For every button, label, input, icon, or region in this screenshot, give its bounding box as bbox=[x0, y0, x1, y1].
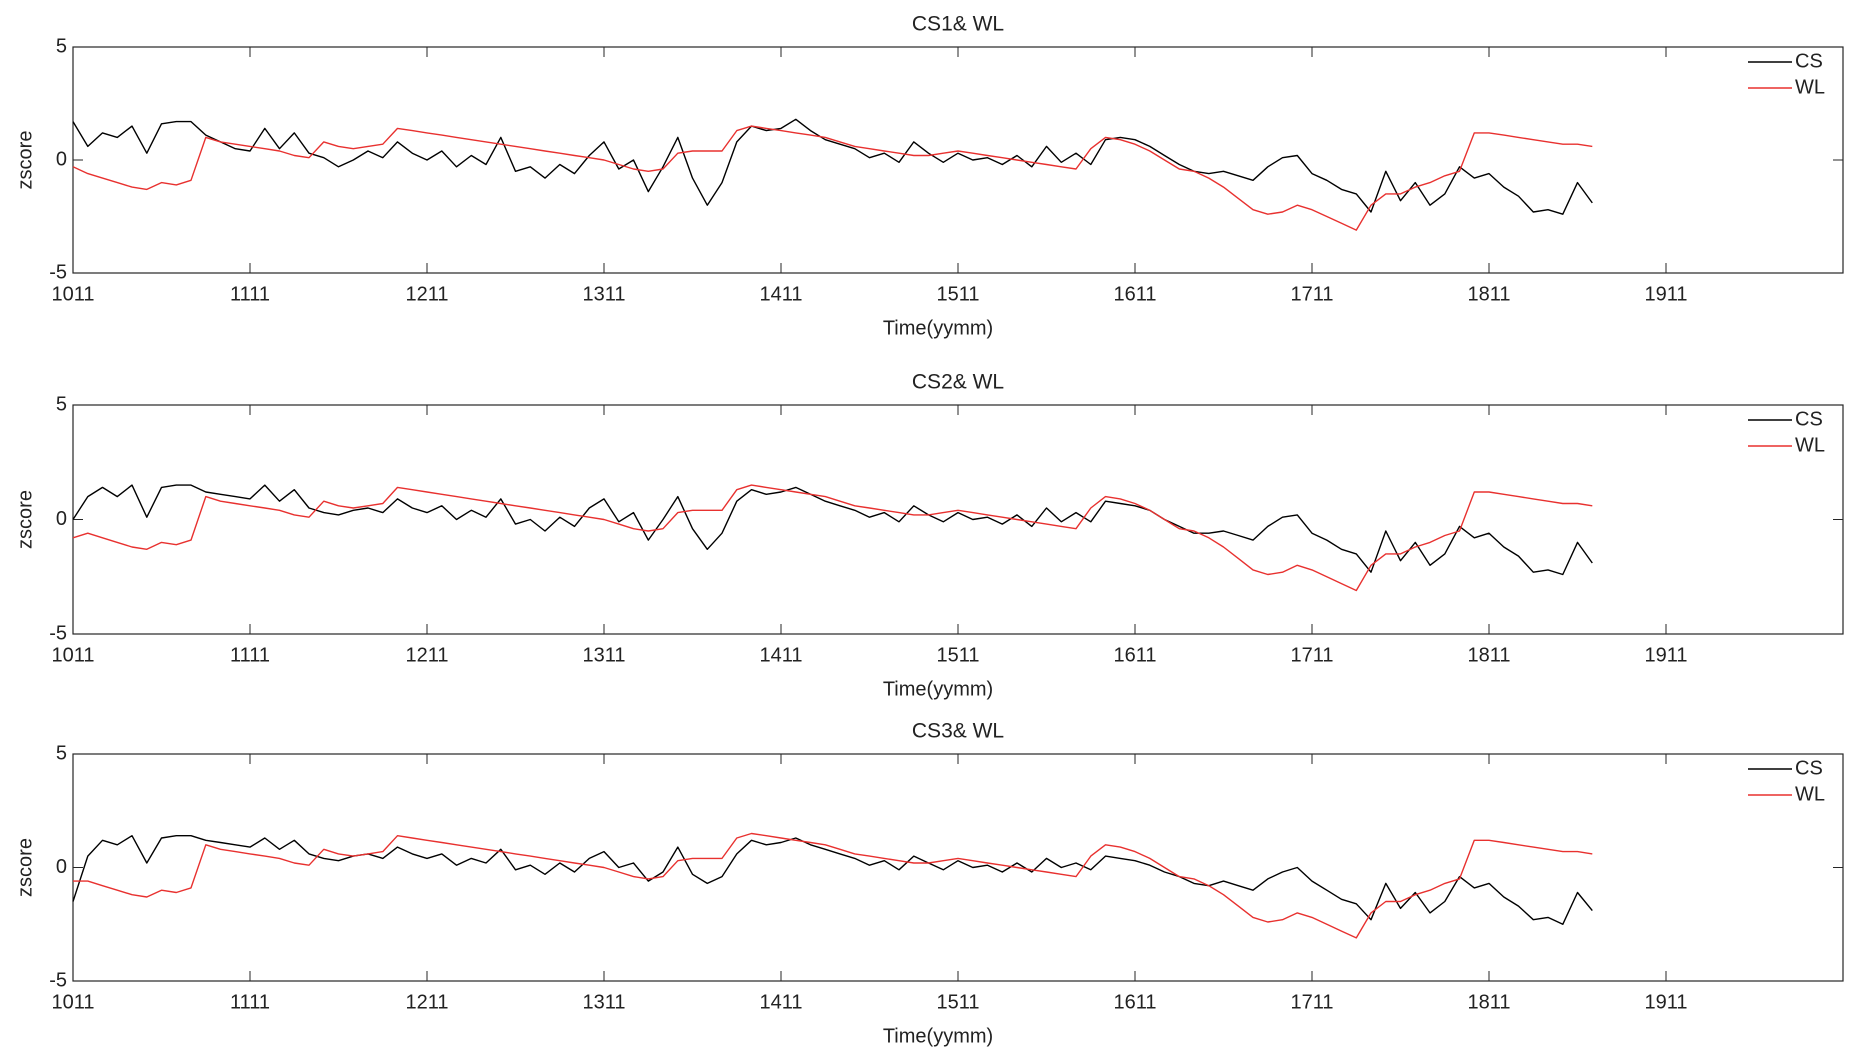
x-tick-label: 1911 bbox=[1644, 644, 1687, 666]
x-tick-label: 1311 bbox=[582, 283, 625, 305]
y-tick-label: 5 bbox=[56, 35, 67, 57]
subplot: CS3& WL 1011 1111 1211 1311 1411 1511 1611 1711 1… bbox=[14, 720, 1844, 1047]
chart-title: CS3& WL bbox=[912, 720, 1004, 743]
x-tick-label: 1411 bbox=[759, 283, 802, 305]
legend-label: CS bbox=[1795, 50, 1823, 72]
series-line bbox=[72, 125, 1593, 231]
x-tick-label: 1811 bbox=[1467, 644, 1510, 666]
x-tick-label: 1111 bbox=[230, 991, 270, 1013]
subplot: CS2& WL 1011 1111 1211 1311 1411 1511 1611 1711 1… bbox=[14, 371, 1844, 700]
x-tick-label: 1211 bbox=[405, 644, 448, 666]
legend-label: WL bbox=[1795, 76, 1825, 98]
y-tick-label: 5 bbox=[56, 742, 67, 764]
x-tick-label: 1011 bbox=[51, 283, 94, 305]
x-tick-label: 1511 bbox=[936, 991, 979, 1013]
y-tick-label: -5 bbox=[49, 969, 67, 991]
x-tick-label: 1311 bbox=[582, 644, 625, 666]
x-tick-label: 1511 bbox=[936, 283, 979, 305]
legend-label: CS bbox=[1795, 408, 1823, 430]
series-line bbox=[72, 484, 1593, 576]
y-tick-label: -5 bbox=[49, 622, 67, 644]
x-tick-label: 1211 bbox=[405, 991, 448, 1013]
legend-label: WL bbox=[1795, 434, 1825, 456]
x-tick-label: 1711 bbox=[1290, 991, 1333, 1013]
x-axis-label: Time(yymm) bbox=[883, 317, 993, 339]
x-axis-label: Time(yymm) bbox=[883, 678, 993, 700]
x-tick-label: 1611 bbox=[1113, 991, 1156, 1013]
y-axis-label: zscore bbox=[14, 838, 36, 897]
subplot: CS1& WL 1011 1111 1211 1311 1411 1511 1611 1711 1… bbox=[14, 13, 1844, 339]
y-axis-label: zscore bbox=[14, 131, 36, 190]
series-line bbox=[72, 118, 1593, 215]
plot-area bbox=[72, 46, 1844, 274]
y-tick-label: 5 bbox=[56, 393, 67, 415]
x-tick-label: 1111 bbox=[230, 283, 270, 305]
series-line bbox=[72, 835, 1593, 925]
y-tick-label: 0 bbox=[56, 856, 67, 878]
legend-label: WL bbox=[1795, 783, 1825, 805]
x-tick-label: 1511 bbox=[936, 644, 979, 666]
x-tick-label: 1311 bbox=[582, 991, 625, 1013]
x-tick-label: 1411 bbox=[759, 644, 802, 666]
legend-label: CS bbox=[1795, 757, 1823, 779]
plot-area bbox=[72, 753, 1844, 982]
x-tick-label: 1711 bbox=[1290, 283, 1333, 305]
plot-area bbox=[72, 404, 1844, 635]
x-tick-label: 1711 bbox=[1290, 644, 1333, 666]
x-tick-label: 1011 bbox=[51, 991, 94, 1013]
x-tick-label: 1211 bbox=[405, 283, 448, 305]
x-tick-label: 1411 bbox=[759, 991, 802, 1013]
x-tick-label: 1111 bbox=[230, 644, 270, 666]
x-tick-label: 1811 bbox=[1467, 283, 1510, 305]
y-tick-label: 0 bbox=[56, 148, 67, 170]
chart-title: CS2& WL bbox=[912, 371, 1004, 394]
x-tick-label: 1611 bbox=[1113, 283, 1156, 305]
y-tick-label: 0 bbox=[56, 508, 67, 530]
x-axis-label: Time(yymm) bbox=[883, 1025, 993, 1047]
x-tick-label: 1011 bbox=[51, 644, 94, 666]
x-tick-label: 1611 bbox=[1113, 644, 1156, 666]
series-line bbox=[72, 484, 1593, 592]
y-axis-label: zscore bbox=[14, 490, 36, 549]
x-tick-label: 1811 bbox=[1467, 991, 1510, 1013]
chart-title: CS1& WL bbox=[912, 13, 1004, 36]
series-line bbox=[73, 832, 1593, 939]
x-tick-label: 1911 bbox=[1644, 991, 1687, 1013]
x-tick-label: 1911 bbox=[1644, 283, 1687, 305]
y-tick-label: -5 bbox=[49, 261, 67, 283]
